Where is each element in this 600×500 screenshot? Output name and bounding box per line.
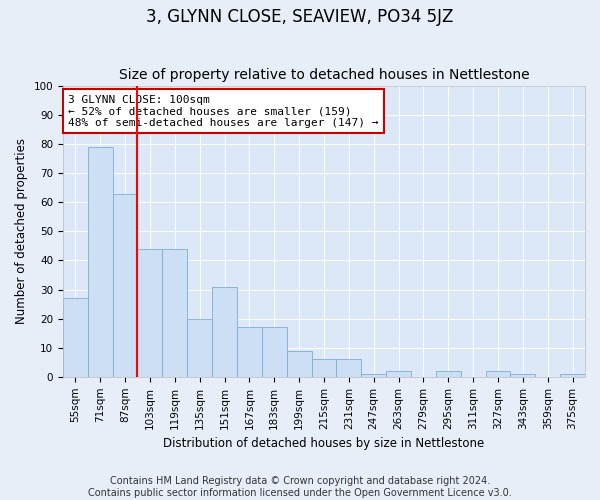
Bar — [88, 147, 113, 377]
Bar — [137, 249, 163, 377]
Bar — [337, 360, 361, 377]
Bar — [212, 286, 237, 377]
Bar — [237, 328, 262, 377]
Y-axis label: Number of detached properties: Number of detached properties — [15, 138, 28, 324]
Title: Size of property relative to detached houses in Nettlestone: Size of property relative to detached ho… — [119, 68, 529, 82]
Bar — [485, 371, 511, 377]
Bar — [311, 360, 337, 377]
Text: 3 GLYNN CLOSE: 100sqm
← 52% of detached houses are smaller (159)
48% of semi-det: 3 GLYNN CLOSE: 100sqm ← 52% of detached … — [68, 94, 379, 128]
Bar — [113, 194, 137, 377]
Bar — [386, 371, 411, 377]
Text: 3, GLYNN CLOSE, SEAVIEW, PO34 5JZ: 3, GLYNN CLOSE, SEAVIEW, PO34 5JZ — [146, 8, 454, 26]
Bar — [63, 298, 88, 377]
Bar — [511, 374, 535, 377]
Bar — [262, 328, 287, 377]
Bar — [560, 374, 585, 377]
Text: Contains HM Land Registry data © Crown copyright and database right 2024.
Contai: Contains HM Land Registry data © Crown c… — [88, 476, 512, 498]
X-axis label: Distribution of detached houses by size in Nettlestone: Distribution of detached houses by size … — [163, 437, 485, 450]
Bar — [361, 374, 386, 377]
Bar — [187, 318, 212, 377]
Bar — [287, 350, 311, 377]
Bar — [436, 371, 461, 377]
Bar — [163, 249, 187, 377]
